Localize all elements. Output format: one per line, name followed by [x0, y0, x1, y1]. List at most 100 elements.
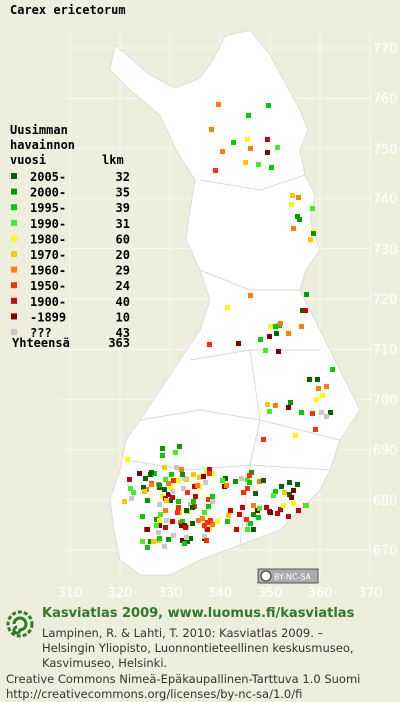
occurrence-dot [276, 349, 281, 354]
occurrence-dot [249, 470, 254, 475]
occurrence-dot [207, 471, 212, 476]
occurrence-dot [143, 476, 148, 481]
occurrence-dot [166, 537, 171, 542]
occurrence-dot [310, 411, 315, 416]
occurrence-dot [175, 510, 180, 515]
occurrence-dot [297, 217, 302, 222]
legend-label: 1980- [30, 232, 66, 246]
occurrence-dot [160, 453, 165, 458]
y-tick-label: 750 [373, 142, 398, 157]
occurrence-dot [180, 519, 185, 524]
occurrence-dot [157, 518, 162, 523]
citation-line: Helsingin Yliopisto, Luonnontieteellinen… [42, 641, 354, 655]
occurrence-dot [290, 193, 295, 198]
occurrence-dot [176, 499, 181, 504]
legend-label: 2000- [30, 186, 66, 200]
occurrence-dot [163, 525, 168, 530]
legend-label: 1960- [30, 264, 66, 278]
occurrence-dot [247, 473, 252, 478]
occurrence-dot [251, 512, 256, 517]
legend-total: 363 [108, 336, 130, 350]
occurrence-dot [149, 482, 154, 487]
occurrence-dot [180, 472, 185, 477]
legend-swatch [11, 235, 17, 242]
legend-label: 1900- [30, 295, 66, 309]
y-tick-label: 770 [373, 42, 398, 57]
occurrence-dot [286, 514, 291, 519]
occurrence-dot [184, 508, 189, 513]
occurrence-dot [206, 504, 211, 509]
legend-swatch [11, 204, 17, 211]
occurrence-dot [257, 479, 262, 484]
occurrence-dot [179, 467, 184, 472]
occurrence-dot [265, 137, 270, 142]
occurrence-dot [209, 127, 214, 132]
occurrence-dot [268, 324, 273, 329]
occurrence-dot [148, 539, 153, 544]
occurrence-dot [261, 478, 266, 483]
occurrence-dot [291, 488, 296, 493]
legend-swatch [11, 313, 17, 320]
occurrence-dot [225, 305, 230, 310]
occurrence-dot [248, 146, 253, 151]
occurrence-dot [188, 502, 193, 507]
occurrence-dot [265, 150, 270, 155]
occurrence-dot [241, 490, 246, 495]
occurrence-dot [215, 519, 220, 524]
x-tick-label: 310 [58, 586, 83, 601]
occurrence-dot [163, 477, 168, 482]
occurrence-dot [182, 476, 187, 481]
occurrence-dot [157, 536, 162, 541]
occurrence-dot [141, 485, 146, 490]
occurrence-dot [170, 489, 175, 494]
occurrence-dot [271, 493, 276, 498]
occurrence-dot [173, 450, 178, 455]
occurrence-dot [145, 545, 150, 550]
occurrence-dot [179, 523, 184, 528]
legend-swatch [11, 219, 17, 226]
occurrence-dot [267, 409, 272, 414]
badge-cc-icon [260, 570, 272, 582]
occurrence-dot [157, 483, 162, 488]
occurrence-dot [131, 490, 136, 495]
occurrence-dot [291, 226, 296, 231]
occurrence-dot [231, 140, 236, 145]
occurrence-dot [296, 195, 301, 200]
occurrence-dot [314, 397, 319, 402]
map-outline [109, 29, 361, 576]
occurrence-dot [266, 103, 271, 108]
occurrence-dot [228, 508, 233, 513]
occurrence-dot [191, 499, 196, 504]
occurrence-dot [239, 476, 244, 481]
occurrence-dot [174, 465, 179, 470]
region-borders [124, 174, 341, 546]
occurrence-dot [122, 499, 127, 504]
legend-header: vuosi [10, 153, 46, 167]
x-tick-label: 320 [108, 586, 133, 601]
occurrence-dot [275, 145, 280, 150]
occurrence-dot [303, 308, 308, 313]
badge-box [257, 568, 319, 584]
occurrence-dot [226, 513, 231, 518]
occurrence-dot [244, 517, 249, 522]
occurrence-dot [191, 472, 196, 477]
legend-swatch [11, 251, 17, 257]
occurrence-dot [278, 321, 283, 326]
occurrence-dot [225, 519, 230, 524]
occurrence-dot [151, 539, 156, 544]
legend-total-label: Yhteensä [12, 336, 70, 350]
occurrence-dot [248, 293, 253, 298]
occurrence-dot [158, 512, 163, 517]
occurrence-dot [154, 523, 159, 528]
occurrence-dot [205, 520, 210, 525]
occurrence-dot [210, 471, 215, 476]
occurrence-dot [233, 479, 238, 484]
occurrence-dot [289, 202, 294, 207]
occurrence-dot [166, 481, 171, 486]
occurrence-dot [282, 490, 287, 495]
legend-swatch [11, 188, 17, 195]
occurrence-dot [164, 498, 169, 503]
occurrence-dot [149, 470, 154, 475]
occurrence-dot [274, 331, 279, 336]
x-tick-label: 350 [258, 586, 283, 601]
